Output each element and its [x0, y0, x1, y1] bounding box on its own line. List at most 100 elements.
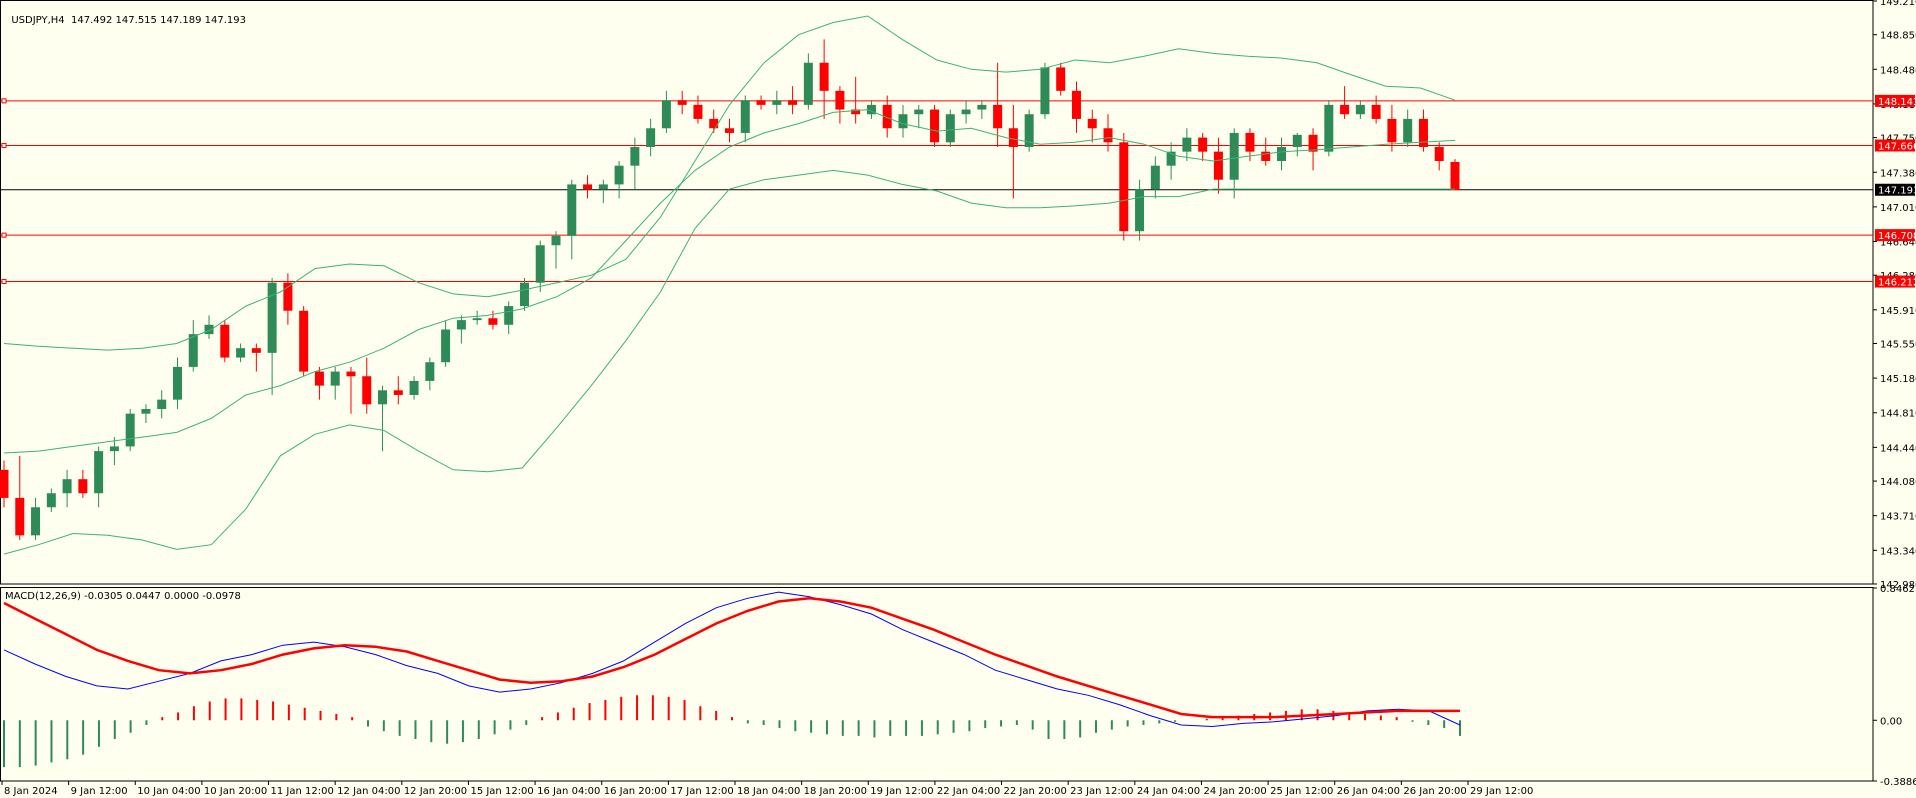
time-tick-label: 25 Jan 12:00	[1270, 786, 1333, 797]
bullish-candle	[1024, 114, 1034, 147]
bullish-candle	[772, 100, 782, 105]
bearish-candle	[488, 318, 498, 325]
bullish-candle	[456, 320, 466, 330]
bearish-candle	[393, 390, 403, 395]
bearish-candle	[1071, 90, 1081, 119]
bearish-candle	[930, 109, 940, 143]
time-tick-label: 8 Jan 2024	[4, 786, 58, 797]
bullish-candle	[646, 128, 656, 147]
price-tick-label: 148.850	[1880, 31, 1916, 42]
level-price-label: 146.212	[1878, 278, 1916, 289]
price-tick-label: 143.710	[1880, 512, 1916, 523]
level-price-label: 147.666	[1878, 141, 1916, 152]
bullish-candle	[330, 371, 340, 386]
time-tick-label: 29 Jan 12:00	[1470, 786, 1533, 797]
bearish-candle	[0, 469, 9, 498]
bollinger-lower-band	[3, 169, 1455, 555]
price-tick-label: 142.980	[1880, 580, 1916, 591]
bullish-candle	[1135, 189, 1145, 232]
time-tick-label: 10 Jan 20:00	[204, 786, 267, 797]
price-tick-label: 144.080	[1880, 477, 1916, 488]
level-price-label: 146.708	[1878, 231, 1916, 242]
current-price-label: 147.193	[1878, 186, 1916, 197]
ohlc-label: 147.492 147.515 147.189 147.193	[71, 15, 246, 26]
time-tick-label: 18 Jan 04:00	[737, 786, 800, 797]
bullish-candle	[1277, 146, 1287, 162]
time-tick-label: 15 Jan 12:00	[470, 786, 533, 797]
bullish-candle	[204, 324, 214, 335]
current-price-tag	[1875, 183, 1915, 196]
price-tick-label: 147.010	[1880, 203, 1916, 214]
bullish-candle	[94, 451, 104, 494]
time-tick-label: 23 Jan 12:00	[1070, 786, 1133, 797]
bullish-candle	[630, 146, 640, 166]
time-tick-label: 16 Jan 20:00	[604, 786, 667, 797]
price-tick-label: 145.550	[1880, 340, 1916, 351]
price-tick-label: 143.340	[1880, 546, 1916, 557]
bullish-candle	[31, 507, 41, 536]
time-tick-label: 22 Jan 04:00	[937, 786, 1000, 797]
bullish-candle	[1229, 132, 1239, 180]
bearish-candle	[1308, 134, 1318, 152]
level-price-tag	[1875, 139, 1915, 152]
level-anchor-handle	[1, 232, 7, 238]
bullish-candle	[1040, 67, 1050, 115]
bullish-candle	[472, 318, 482, 321]
time-tick-label: 12 Jan 04:00	[337, 786, 400, 797]
price-tick-label: 147.380	[1880, 168, 1916, 179]
bearish-candle	[851, 109, 861, 115]
bullish-candle	[188, 334, 198, 367]
bullish-candle	[977, 104, 987, 110]
bullish-candle	[504, 306, 514, 325]
bullish-candle	[961, 109, 971, 115]
bearish-candle	[1387, 118, 1397, 143]
bullish-candle	[409, 380, 419, 395]
bullish-candle	[598, 184, 608, 190]
bearish-candle	[251, 348, 261, 353]
bearish-candle	[1103, 128, 1113, 143]
bearish-candle	[583, 184, 593, 190]
bearish-candle	[882, 104, 892, 129]
price-tick-label: 144.440	[1880, 443, 1916, 454]
symbol-label: USDJPY,H4	[11, 15, 65, 26]
price-tick-label: 149.210	[1880, 0, 1916, 8]
time-tick-label: 19 Jan 12:00	[870, 786, 933, 797]
bearish-candle	[283, 282, 293, 311]
level-anchor-handle	[1, 279, 7, 285]
bollinger-upper-band	[3, 15, 1456, 351]
bollinger-middle-band	[3, 109, 1456, 454]
bullish-candle	[425, 362, 435, 381]
bearish-candle	[725, 128, 734, 133]
bearish-candle	[677, 100, 687, 105]
time-tick-label: 24 Jan 04:00	[1137, 786, 1200, 797]
bearish-candle	[1008, 128, 1018, 147]
bullish-candle	[378, 390, 388, 405]
time-tick-label: 12 Jan 20:00	[404, 786, 467, 797]
bullish-candle	[614, 165, 624, 185]
bullish-candle	[109, 446, 119, 452]
bullish-candle	[551, 235, 561, 246]
price-tick-label: 145.180	[1880, 374, 1916, 385]
macd-header: MACD(12,26,9) -0.0305 0.0447 0.0000 -0.0…	[5, 591, 241, 602]
bearish-candle	[1434, 146, 1444, 162]
level-price-label: 148.143	[1878, 97, 1916, 108]
bearish-candle	[1213, 151, 1223, 180]
macd-tick-label: 0.00	[1880, 716, 1902, 727]
price-tick-label: 147.750	[1880, 134, 1916, 145]
time-tick-label: 18 Jan 20:00	[804, 786, 867, 797]
time-tick-label: 11 Jan 12:00	[271, 786, 334, 797]
bearish-candle	[1371, 104, 1381, 119]
bearish-candle	[709, 118, 719, 129]
macd-tick-label: -0.3886	[1880, 777, 1916, 788]
bullish-candle	[898, 114, 908, 129]
bearish-candle	[835, 90, 845, 110]
bullish-candle	[441, 329, 451, 363]
bullish-candle	[1150, 165, 1160, 190]
bearish-candle	[1087, 118, 1097, 129]
bullish-candle	[535, 245, 545, 283]
level-anchor-handle	[1, 142, 7, 148]
level-price-tag	[1875, 229, 1915, 242]
bullish-candle	[157, 399, 167, 410]
bullish-candle	[567, 184, 577, 236]
